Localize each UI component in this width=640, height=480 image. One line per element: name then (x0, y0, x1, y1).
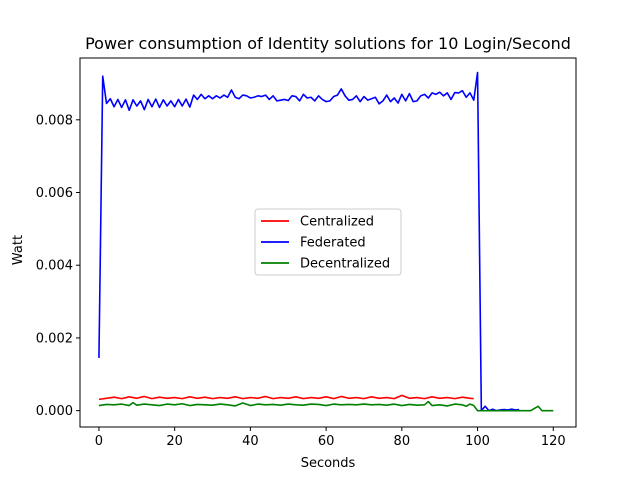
y-axis-label: Watt (11, 235, 26, 265)
y-tick-label: 0.000 (36, 404, 73, 419)
series-line-decentralized (98, 400, 554, 412)
x-tick-label: 80 (394, 434, 411, 449)
x-tick-label: 120 (541, 434, 566, 449)
x-axis-ticks: 0 20 40 60 80 100 120 (95, 427, 566, 449)
y-tick-label: 0.002 (36, 331, 73, 346)
legend: Centralized Federated Decentralized (254, 208, 402, 276)
x-tick-label: 0 (95, 434, 103, 449)
x-tick-label: 60 (318, 434, 335, 449)
y-tick-label: 0.006 (36, 186, 73, 201)
y-axis-ticks: 0.000 0.002 0.004 0.006 0.008 (36, 113, 80, 419)
legend-label-centralized: Centralized (300, 215, 374, 230)
x-tick-label: 40 (242, 434, 259, 449)
series-line-federated (98, 71, 520, 412)
plot-frame (79, 57, 577, 428)
x-tick-label: 100 (465, 434, 490, 449)
legend-label-federated: Federated (300, 236, 366, 251)
series-line-centralized (98, 394, 474, 401)
x-tick-label: 20 (166, 434, 183, 449)
y-tick-label: 0.004 (36, 259, 73, 274)
chart-title: Power consumption of Identity solutions … (85, 34, 571, 53)
plot-lines (98, 71, 554, 412)
x-axis-label: Seconds (301, 456, 356, 471)
legend-label-decentralized: Decentralized (300, 257, 390, 272)
legend-box (254, 208, 402, 276)
y-tick-label: 0.008 (36, 113, 73, 128)
